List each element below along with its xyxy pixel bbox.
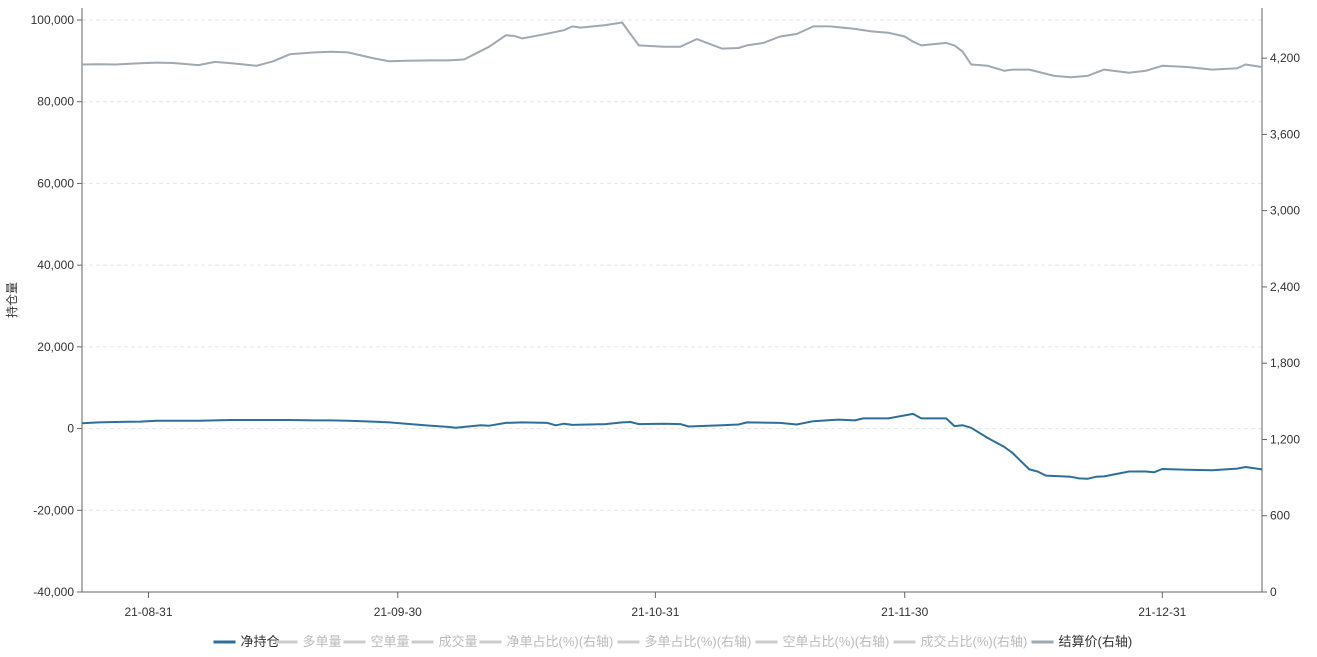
legend-label: 多单量 (303, 634, 342, 649)
left-tick-label: 40,000 (37, 258, 74, 272)
series-lines (81, 21, 1263, 480)
legend-label: 空单占比(%)(右轴) (783, 634, 890, 649)
left-axis-ticks: -40,000 -20,000 0 20,000 40,000 60,000 80,000 1… (31, 13, 82, 599)
legend-label: 多单占比(%)(右轴) (645, 634, 752, 649)
left-tick-label: -20,000 (33, 503, 74, 517)
left-tick-label: 60,000 (37, 176, 74, 190)
right-tick-label: 2,400 (1270, 280, 1300, 294)
left-tick-label: 20,000 (37, 340, 74, 354)
left-tick-label: 0 (67, 422, 74, 436)
legend-item[interactable]: 成交量 (411, 634, 478, 649)
x-tick-label: 21-12-31 (1138, 605, 1186, 619)
x-tick-label: 21-08-31 (124, 605, 172, 619)
left-tick-label: -40,000 (33, 585, 74, 599)
y-axis-label: 持仓量 (4, 282, 19, 318)
legend[interactable]: 净持仓 多单量 空单量 成交量 净单占比(%)(右轴) 多单占比(%)(右轴) 空单占比(%… (213, 634, 1133, 649)
legend-label: 空单量 (371, 634, 410, 649)
legend-label: 净持仓 (241, 634, 280, 649)
axes (81, 8, 1263, 593)
right-tick-label: 3,600 (1270, 127, 1300, 141)
right-axis-ticks: 0 600 1,200 1,800 2,400 3,000 3,600 4,200 (1262, 51, 1300, 599)
legend-label: 结算价(右轴) (1059, 634, 1133, 649)
x-tick-label: 21-11-30 (881, 605, 928, 619)
right-tick-label: 1,800 (1270, 356, 1300, 370)
series-line-left (81, 412, 1263, 480)
x-axis-ticks: 21-08-31 21-09-30 21-10-31 21-11-30 21-12-31 (124, 592, 1187, 619)
legend-item[interactable]: 多单量 (275, 634, 342, 649)
x-tick-label: 21-10-31 (631, 605, 679, 619)
right-tick-label: 4,200 (1270, 51, 1300, 65)
right-tick-label: 3,000 (1270, 204, 1300, 218)
legend-item[interactable]: 结算价(右轴) (1031, 634, 1133, 649)
right-tick-label: 600 (1270, 509, 1290, 523)
legend-item[interactable]: 净单占比(%)(右轴) (479, 634, 614, 649)
right-tick-label: 0 (1270, 585, 1277, 599)
series-line-right (81, 21, 1263, 79)
left-tick-label: 80,000 (37, 95, 74, 109)
legend-item[interactable]: 多单占比(%)(右轴) (617, 634, 752, 649)
legend-item[interactable]: 成交占比(%)(右轴) (893, 634, 1028, 649)
left-tick-label: 100,000 (31, 13, 75, 27)
legend-label: 成交量 (439, 634, 478, 649)
legend-item[interactable]: 净持仓 (213, 634, 280, 649)
gridlines (82, 19, 1262, 593)
legend-item[interactable]: 空单占比(%)(右轴) (755, 634, 890, 649)
legend-item[interactable]: 空单量 (343, 634, 410, 649)
x-tick-label: 21-09-30 (374, 605, 422, 619)
legend-label: 净单占比(%)(右轴) (507, 634, 614, 649)
right-tick-label: 1,200 (1270, 432, 1300, 446)
legend-label: 成交占比(%)(右轴) (921, 634, 1028, 649)
